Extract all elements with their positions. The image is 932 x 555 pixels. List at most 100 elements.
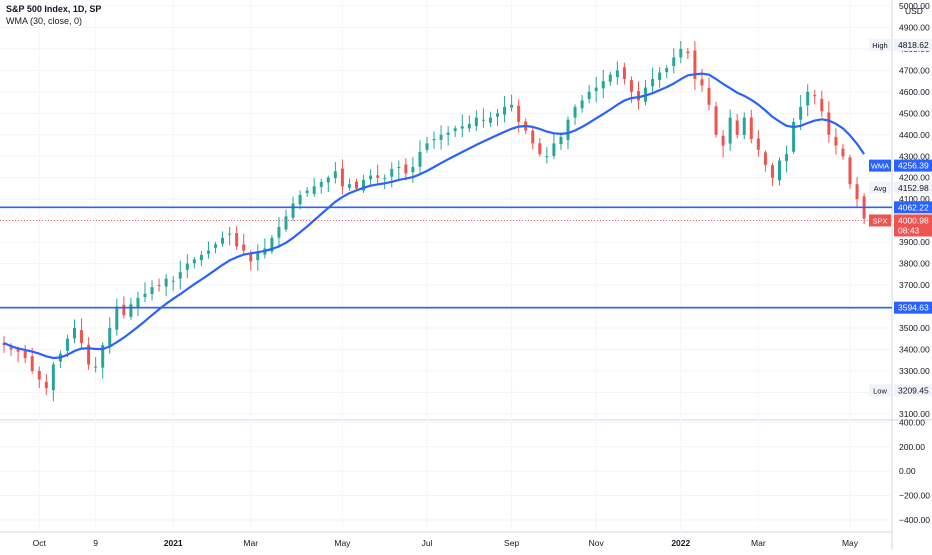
candle[interactable]: [418, 140, 422, 175]
candle[interactable]: [658, 67, 662, 88]
chart-title[interactable]: S&P 500 Index, 1D, SP: [6, 4, 102, 14]
indicator-legend[interactable]: WMA (30, close, 0): [6, 16, 83, 26]
candle[interactable]: [115, 298, 119, 336]
candle[interactable]: [347, 178, 351, 191]
candle[interactable]: [94, 357, 98, 373]
candle[interactable]: [749, 109, 753, 144]
candle[interactable]: [432, 131, 436, 149]
candle[interactable]: [841, 144, 845, 160]
candle[interactable]: [770, 162, 774, 186]
candle[interactable]: [785, 145, 789, 173]
candle[interactable]: [362, 174, 366, 193]
candle[interactable]: [672, 48, 676, 74]
candle[interactable]: [855, 176, 859, 207]
candle[interactable]: [728, 109, 732, 151]
candle[interactable]: [164, 274, 168, 296]
candle[interactable]: [51, 361, 55, 402]
candle[interactable]: [369, 169, 373, 186]
candle[interactable]: [714, 101, 718, 138]
candle[interactable]: [778, 157, 781, 186]
candle[interactable]: [150, 280, 154, 301]
candle[interactable]: [80, 318, 84, 350]
candle[interactable]: [185, 254, 189, 279]
candle[interactable]: [488, 111, 492, 127]
candle[interactable]: [792, 118, 796, 154]
candle[interactable]: [305, 187, 309, 197]
candle[interactable]: [235, 226, 239, 250]
candle[interactable]: [742, 112, 746, 140]
candle[interactable]: [298, 190, 302, 210]
candle[interactable]: [538, 137, 542, 157]
candle[interactable]: [425, 136, 429, 153]
candle[interactable]: [228, 226, 232, 246]
candle[interactable]: [242, 233, 246, 256]
candle[interactable]: [73, 319, 76, 344]
candle[interactable]: [333, 162, 337, 184]
candle[interactable]: [651, 67, 655, 95]
candle[interactable]: [601, 69, 605, 99]
candle[interactable]: [390, 162, 394, 188]
candle[interactable]: [834, 128, 838, 155]
candle[interactable]: [87, 337, 91, 370]
candle[interactable]: [199, 250, 203, 267]
candle[interactable]: [312, 178, 316, 197]
candle[interactable]: [65, 334, 69, 358]
candle[interactable]: [552, 132, 556, 160]
candle[interactable]: [214, 242, 217, 254]
candle[interactable]: [143, 282, 147, 303]
candle[interactable]: [467, 115, 471, 133]
candle[interactable]: [37, 366, 41, 389]
candle[interactable]: [319, 178, 323, 194]
candle[interactable]: [510, 94, 514, 112]
candle[interactable]: [178, 260, 182, 290]
candle[interactable]: [622, 62, 626, 85]
candle[interactable]: [763, 150, 767, 172]
candle[interactable]: [799, 95, 803, 131]
candle[interactable]: [453, 125, 457, 137]
candle[interactable]: [580, 94, 584, 113]
candle[interactable]: [270, 234, 274, 254]
candle[interactable]: [411, 157, 415, 184]
candle[interactable]: [171, 276, 175, 291]
candle[interactable]: [129, 297, 133, 320]
candle[interactable]: [397, 160, 401, 180]
candle[interactable]: [157, 278, 161, 292]
candle[interactable]: [376, 164, 380, 185]
candle[interactable]: [136, 291, 140, 317]
candle[interactable]: [206, 241, 210, 259]
candle[interactable]: [44, 374, 48, 395]
candle[interactable]: [559, 132, 563, 150]
candle[interactable]: [848, 154, 852, 189]
candle[interactable]: [192, 256, 196, 269]
candle[interactable]: [383, 174, 387, 190]
candle[interactable]: [221, 231, 225, 247]
candle[interactable]: [707, 77, 711, 111]
candle[interactable]: [446, 126, 450, 146]
candle[interactable]: [545, 146, 549, 164]
candle[interactable]: [735, 113, 739, 139]
candle[interactable]: [326, 175, 330, 193]
candle[interactable]: [693, 41, 697, 91]
candle[interactable]: [756, 130, 760, 157]
candle[interactable]: [679, 40, 683, 64]
candle[interactable]: [813, 89, 817, 105]
candle[interactable]: [355, 178, 358, 192]
candle[interactable]: [820, 90, 824, 117]
candle[interactable]: [23, 344, 27, 363]
candle[interactable]: [587, 84, 591, 104]
candle[interactable]: [404, 158, 408, 181]
candle[interactable]: [806, 84, 810, 117]
candle[interactable]: [594, 76, 598, 103]
candle[interactable]: [827, 101, 831, 143]
candle[interactable]: [503, 95, 507, 123]
candle[interactable]: [637, 81, 640, 110]
candle[interactable]: [608, 71, 612, 86]
candle[interactable]: [686, 48, 690, 60]
candle[interactable]: [665, 64, 669, 79]
candle[interactable]: [439, 125, 443, 150]
candle[interactable]: [721, 130, 725, 158]
candle[interactable]: [340, 159, 344, 195]
candle[interactable]: [291, 196, 295, 221]
